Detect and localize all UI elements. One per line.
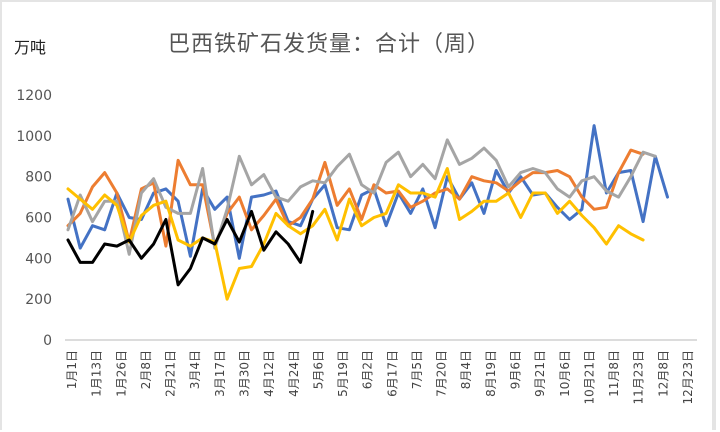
x-tick-label: 2月8日 — [139, 350, 153, 389]
x-tick-label: 2月21日 — [164, 350, 178, 397]
x-tick-label: 11月23日 — [632, 350, 646, 405]
x-tick-label: 6月17日 — [385, 350, 399, 397]
x-tick-label: 10月6日 — [558, 350, 572, 397]
x-tick-label: 1月26日 — [114, 350, 128, 397]
series-line-orange — [66, 148, 645, 248]
series-line-gray — [66, 138, 657, 256]
x-tick-label: 10月21日 — [582, 350, 596, 405]
x-axis-ticks: 1月1日 1月13日 1月26日 2月8日 2月21日 3月4日 3月17日 3月30日 4月1… — [65, 350, 695, 405]
x-tick-label: 8月4日 — [459, 350, 473, 389]
series-lines — [66, 124, 669, 301]
x-tick-label: 9月6日 — [509, 350, 523, 389]
x-tick-label: 8月19日 — [484, 350, 498, 397]
y-tick-label: 1000 — [16, 129, 52, 145]
y-tick-label: 200 — [25, 292, 52, 308]
x-tick-label: 1月13日 — [90, 350, 104, 397]
y-axis-ticks: 0 200 400 600 800 1000 1200 — [16, 88, 52, 349]
y-tick-label: 800 — [25, 170, 52, 186]
series-line-blue — [66, 124, 669, 260]
x-tick-label: 3月30日 — [237, 350, 251, 397]
x-tick-label: 9月21日 — [533, 350, 547, 397]
x-tick-label: 5月19日 — [336, 350, 350, 397]
x-tick-label: 3月4日 — [188, 350, 202, 389]
y-tick-label: 1200 — [16, 88, 52, 104]
chart-title: 巴西铁矿石发货量：合计（周） — [168, 32, 491, 57]
y-axis-unit-label: 万吨 — [14, 38, 47, 57]
y-tick-label: 400 — [25, 251, 52, 267]
x-tick-label: 4月12日 — [262, 350, 276, 397]
x-tick-label: 6月2日 — [361, 350, 375, 389]
series-line-yellow — [66, 167, 645, 301]
y-tick-label: 600 — [25, 211, 52, 227]
x-tick-label: 1月1日 — [65, 350, 79, 389]
x-tick-label: 7月20日 — [435, 350, 449, 397]
x-tick-label: 11月8日 — [607, 350, 621, 397]
x-tick-label: 12月23日 — [681, 350, 695, 405]
x-tick-label: 5月6日 — [311, 350, 325, 389]
x-tick-label: 3月17日 — [213, 350, 227, 397]
y-tick-label: 0 — [43, 333, 52, 349]
series-line-black — [66, 209, 315, 287]
x-tick-label: 4月24日 — [287, 350, 301, 397]
x-tick-label: 12月8日 — [656, 350, 670, 397]
x-tick-label: 7月5日 — [410, 350, 424, 389]
